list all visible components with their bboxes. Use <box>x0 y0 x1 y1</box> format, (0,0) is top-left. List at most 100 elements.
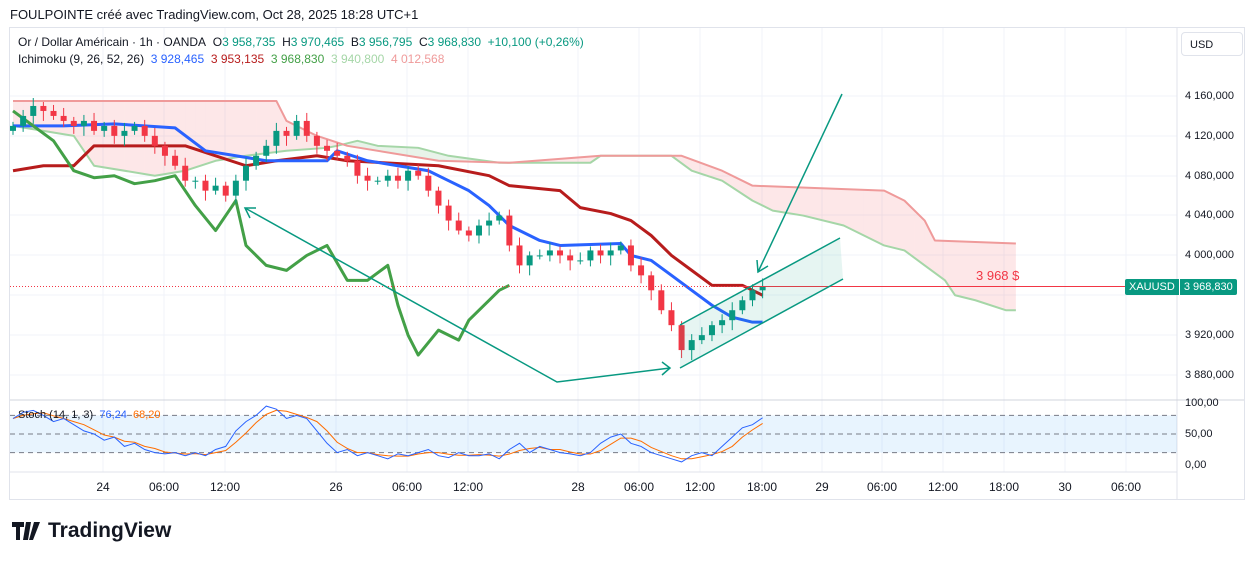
ichimoku-cloud <box>843 189 854 231</box>
tradingview-logo-icon <box>12 522 40 540</box>
candle <box>374 180 381 182</box>
last-price-label: XAUUSD 3 968,830 <box>1125 279 1237 295</box>
ichimoku-cloud <box>894 195 905 251</box>
ichimoku-cloud <box>195 100 206 168</box>
candle <box>475 225 482 236</box>
ichimoku-cloud <box>225 100 236 160</box>
price-label: 4 000,000 <box>1185 249 1234 261</box>
time-label: 06:00 <box>391 480 423 494</box>
candle <box>172 155 179 166</box>
candle <box>141 125 148 136</box>
ichimoku-cloud <box>934 240 945 281</box>
candle <box>384 175 391 181</box>
candle <box>161 145 168 156</box>
candle <box>394 175 401 181</box>
time-label: 28 <box>571 480 585 494</box>
ichimoku-cloud <box>803 187 814 219</box>
low-label: B <box>350 35 359 49</box>
candle <box>242 165 249 181</box>
candle <box>698 335 705 341</box>
candle <box>253 155 260 166</box>
stoch-name: Stoch (14, 1, 3) <box>18 409 94 421</box>
candle <box>182 165 189 181</box>
stoch-k-value: 76,24 <box>99 409 127 421</box>
ichimoku-cloud <box>124 100 135 173</box>
candle <box>719 320 726 326</box>
time-label: 30 <box>1058 480 1072 494</box>
close-value: 3 968,830 <box>427 35 481 49</box>
candle <box>202 180 209 191</box>
candle <box>688 340 695 351</box>
candle <box>303 120 310 136</box>
symbol-name: Or / Dollar Américain · 1h · OANDA <box>18 35 207 49</box>
last-price-value: 3 968,830 <box>1179 279 1237 295</box>
ichimoku-cloud <box>175 100 186 173</box>
brand-name: TradingView <box>48 519 172 542</box>
candle <box>131 125 138 131</box>
arrow-head-icon <box>243 207 256 219</box>
candle <box>344 155 351 161</box>
time-label: 18:00 <box>988 480 1020 494</box>
open-value: 3 958,735 <box>222 35 276 49</box>
time-label: 12:00 <box>452 480 484 494</box>
stoch-legend[interactable]: Stoch (14, 1, 3) 76,24 68,20 <box>18 409 161 421</box>
symbol-legend[interactable]: Or / Dollar Américain · 1h · OANDA O3 95… <box>18 35 584 49</box>
span-b-line <box>13 99 1016 245</box>
stoch-label: 0,00 <box>1185 459 1207 471</box>
price-label: 4 120,000 <box>1185 130 1234 142</box>
candle <box>638 265 645 276</box>
low-value: 3 956,795 <box>358 35 413 49</box>
price-label: 4 040,000 <box>1185 209 1234 221</box>
ichimoku-cloud <box>924 220 935 273</box>
candle <box>334 150 341 156</box>
ichimoku-cloud <box>884 190 895 248</box>
ichimoku-cloud <box>955 241 966 298</box>
ichimoku-cloud <box>154 100 165 176</box>
change-value: +10,100 (+0,26%) <box>487 35 584 49</box>
candle <box>445 205 452 221</box>
ichimoku-legend[interactable]: Ichimoku (9, 26, 52, 26) 3 928,465 3 953… <box>18 52 444 66</box>
trend-arrow <box>244 207 671 383</box>
candle <box>749 290 756 301</box>
candle <box>496 215 503 221</box>
span-b-value: 4 012,568 <box>391 52 445 66</box>
candle <box>506 215 513 246</box>
candle <box>546 250 553 256</box>
candle <box>415 170 422 176</box>
candle <box>739 300 746 311</box>
ichimoku-cloud <box>772 186 783 213</box>
time-label: 06:00 <box>866 480 898 494</box>
span-a-value: 3 940,800 <box>330 52 385 66</box>
channel-line <box>679 237 841 326</box>
price-label: 3 880,000 <box>1185 369 1234 381</box>
chikou-value: 3 968,830 <box>270 52 325 66</box>
ichimoku-cloud <box>762 186 773 211</box>
ichimoku-cloud <box>944 240 956 296</box>
time-label: 29 <box>815 480 829 494</box>
channel-line <box>679 278 844 369</box>
stoch-d-line <box>12 409 763 460</box>
tradingview-logo[interactable]: TradingView <box>12 519 171 543</box>
candle <box>577 260 584 262</box>
time-label: 06:00 <box>148 480 180 494</box>
ichimoku-cloud <box>975 241 986 304</box>
candle <box>526 255 533 266</box>
ichimoku-cloud <box>985 242 996 307</box>
ichimoku-cloud <box>742 180 753 201</box>
currency-button[interactable]: USD <box>1181 32 1243 56</box>
price-label: 4 160,000 <box>1185 90 1234 102</box>
ichimoku-cloud <box>995 242 1006 311</box>
ichimoku-cloud <box>1005 243 1016 311</box>
ichimoku-cloud <box>94 100 105 168</box>
ichimoku-cloud <box>245 100 257 156</box>
price-label: 4 080,000 <box>1185 170 1234 182</box>
ichimoku-cloud <box>144 100 155 176</box>
stoch-label: 100,00 <box>1185 397 1219 409</box>
time-label: 26 <box>329 480 343 494</box>
ichimoku-cloud <box>965 241 976 301</box>
candle <box>101 125 108 131</box>
time-label: 12:00 <box>927 480 959 494</box>
ichimoku-cloud <box>752 185 763 206</box>
candle <box>222 185 229 196</box>
